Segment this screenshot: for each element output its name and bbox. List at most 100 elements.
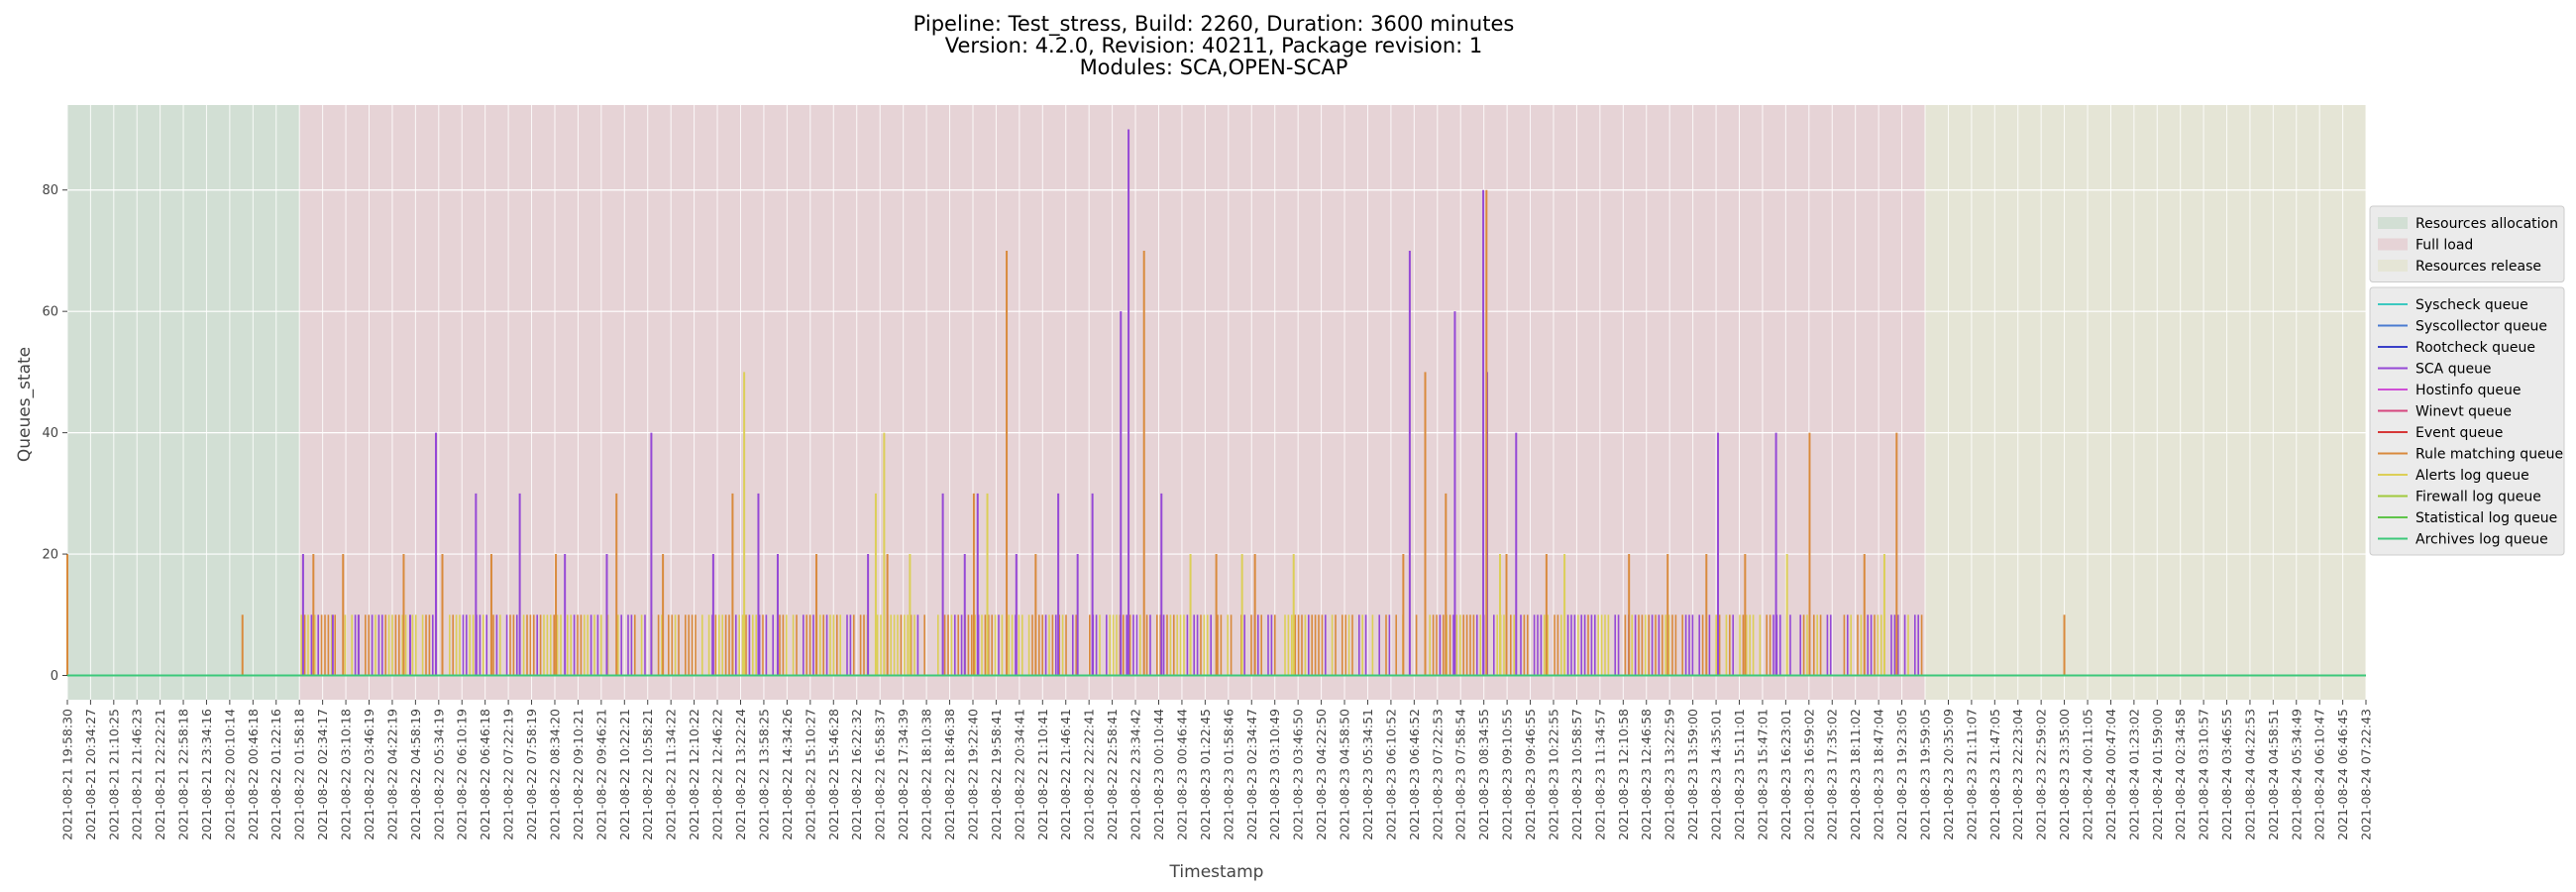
x-tick-label: 2021-08-23 15:47:01 bbox=[1755, 709, 1770, 840]
legend-swatch bbox=[2378, 217, 2408, 229]
y-tick-label: 40 bbox=[42, 426, 58, 441]
x-tick-label: 2021-08-21 21:10:25 bbox=[106, 709, 121, 840]
x-tick-label: 2021-08-21 23:34:16 bbox=[199, 709, 214, 840]
x-tick-label: 2021-08-24 00:47:04 bbox=[2103, 709, 2118, 840]
x-tick-label: 2021-08-22 10:22:21 bbox=[617, 709, 632, 840]
legend-series-label: Rootcheck queue bbox=[2415, 340, 2535, 356]
x-tick-label: 2021-08-23 18:11:02 bbox=[1848, 709, 1863, 840]
legend-series-label: Syscollector queue bbox=[2415, 319, 2547, 335]
x-tick-label: 2021-08-23 09:10:55 bbox=[1500, 709, 1515, 840]
x-tick-label: 2021-08-22 11:34:22 bbox=[664, 709, 679, 840]
x-tick-label: 2021-08-22 18:10:38 bbox=[919, 709, 934, 840]
x-axis-label: Timestamp bbox=[1169, 862, 1264, 882]
x-tick-label: 2021-08-22 01:58:18 bbox=[292, 709, 307, 840]
x-tick-label: 2021-08-23 10:58:57 bbox=[1569, 709, 1584, 840]
x-tick-label: 2021-08-22 01:22:16 bbox=[268, 709, 283, 840]
x-tick-label: 2021-08-22 04:58:19 bbox=[408, 709, 423, 840]
legend-phases: Resources allocation Full load Resources r… bbox=[2369, 205, 2565, 282]
x-tick-label: 2021-08-22 12:46:22 bbox=[710, 709, 725, 840]
x-tick-label: 2021-08-22 16:58:37 bbox=[873, 709, 888, 840]
x-tick-label: 2021-08-22 21:46:41 bbox=[1058, 709, 1073, 840]
x-tick-label: 2021-08-23 06:46:52 bbox=[1407, 709, 1422, 840]
x-tick-label: 2021-08-23 00:46:44 bbox=[1174, 709, 1189, 840]
x-tick-label: 2021-08-22 23:34:42 bbox=[1128, 709, 1143, 840]
x-tick-label: 2021-08-22 06:46:18 bbox=[478, 709, 492, 840]
x-tick-label: 2021-08-24 05:34:49 bbox=[2289, 709, 2304, 840]
chart-title-line-2: Version: 4.2.0, Revision: 40211, Package… bbox=[945, 34, 1483, 57]
x-tick-label: 2021-08-21 22:22:21 bbox=[153, 709, 167, 840]
x-tick-label: 2021-08-22 03:46:19 bbox=[362, 709, 376, 840]
x-tick-label: 2021-08-23 14:35:01 bbox=[1709, 709, 1724, 840]
series-spikes bbox=[66, 129, 2066, 676]
x-tick-label: 2021-08-22 19:58:41 bbox=[989, 709, 1004, 840]
x-tick-label: 2021-08-23 16:23:01 bbox=[1778, 709, 1793, 840]
y-axis-label: Queues_state bbox=[15, 347, 35, 462]
legend-swatch bbox=[2378, 260, 2408, 272]
x-tick-label: 2021-08-24 04:22:53 bbox=[2242, 709, 2257, 840]
legend-phase-label: Resources release bbox=[2415, 259, 2541, 275]
y-axis: 0 20 40 60 80 bbox=[42, 183, 67, 684]
x-tick-label: 2021-08-23 21:11:07 bbox=[1964, 709, 1979, 840]
x-tick-label: 2021-08-22 00:10:14 bbox=[222, 709, 237, 840]
legend-series-label: SCA queue bbox=[2415, 362, 2492, 378]
x-tick-label: 2021-08-23 22:23:04 bbox=[2010, 709, 2025, 840]
x-tick-label: 2021-08-22 05:34:19 bbox=[431, 709, 446, 840]
legend-swatch bbox=[2378, 238, 2408, 251]
phase-backgrounds bbox=[67, 105, 2366, 700]
x-tick-label: 2021-08-22 07:22:19 bbox=[501, 709, 516, 840]
x-tick-label: 2021-08-22 02:34:17 bbox=[315, 709, 330, 840]
x-tick-label: 2021-08-22 13:22:24 bbox=[733, 709, 748, 840]
x-tick-label: 2021-08-22 04:22:19 bbox=[384, 709, 399, 840]
x-tick-label: 2021-08-23 13:59:00 bbox=[1685, 709, 1700, 840]
x-tick-label: 2021-08-23 09:46:55 bbox=[1523, 709, 1538, 840]
legend-series-label: Rule matching queue bbox=[2415, 447, 2563, 463]
x-tick-label: 2021-08-24 07:22:43 bbox=[2359, 709, 2374, 840]
x-tick-label: 2021-08-21 22:58:18 bbox=[176, 709, 191, 840]
legend-series-label: Statistical log queue bbox=[2415, 510, 2557, 526]
x-axis: 2021-08-21 19:58:30 2021-08-21 20:34:27 20… bbox=[60, 700, 2374, 840]
x-tick-label: 2021-08-23 01:22:45 bbox=[1198, 709, 1213, 840]
x-tick-label: 2021-08-24 04:58:51 bbox=[2266, 709, 2281, 840]
x-tick-label: 2021-08-23 16:59:02 bbox=[1801, 709, 1816, 840]
x-tick-label: 2021-08-22 22:58:41 bbox=[1105, 709, 1120, 840]
legend-series-box bbox=[2369, 286, 2565, 556]
y-tick-label: 20 bbox=[42, 548, 58, 563]
phase-resources-release bbox=[1925, 105, 2366, 700]
x-tick-label: 2021-08-23 17:35:02 bbox=[1825, 709, 1840, 840]
grid-lines bbox=[66, 105, 2367, 700]
legend-phase-label: Full load bbox=[2415, 238, 2473, 254]
x-tick-label: 2021-08-23 04:58:50 bbox=[1338, 709, 1352, 840]
legend-series-label: Winevt queue bbox=[2415, 404, 2512, 420]
x-tick-label: 2021-08-24 02:34:58 bbox=[2173, 709, 2188, 840]
x-tick-label: 2021-08-23 07:58:54 bbox=[1453, 709, 1468, 840]
x-tick-label: 2021-08-23 04:22:50 bbox=[1314, 709, 1329, 840]
x-tick-label: 2021-08-22 12:10:22 bbox=[687, 709, 701, 840]
x-tick-label: 2021-08-22 07:58:19 bbox=[524, 709, 539, 840]
x-tick-label: 2021-08-22 09:10:21 bbox=[571, 709, 586, 840]
x-tick-label: 2021-08-24 03:46:55 bbox=[2219, 709, 2234, 840]
x-tick-label: 2021-08-23 20:35:09 bbox=[1941, 709, 1956, 840]
x-tick-label: 2021-08-22 13:58:25 bbox=[756, 709, 771, 840]
x-tick-label: 2021-08-24 01:23:02 bbox=[2126, 709, 2141, 840]
x-tick-label: 2021-08-22 08:34:20 bbox=[547, 709, 562, 840]
legend-series-label: Firewall log queue bbox=[2415, 490, 2541, 505]
legend-series-label: Event queue bbox=[2415, 425, 2503, 441]
legend-series: Syscheck queue Syscollector queue Rootchec… bbox=[2369, 286, 2565, 556]
legend-series-label: Syscheck queue bbox=[2415, 297, 2528, 313]
legend-series-label: Hostinfo queue bbox=[2415, 383, 2521, 398]
x-tick-label: 2021-08-22 14:34:26 bbox=[780, 709, 795, 840]
x-tick-label: 2021-08-22 22:22:41 bbox=[1082, 709, 1097, 840]
x-tick-label: 2021-08-23 19:23:05 bbox=[1894, 709, 1909, 840]
x-tick-label: 2021-08-24 03:10:57 bbox=[2197, 709, 2211, 840]
x-tick-label: 2021-08-23 12:46:58 bbox=[1639, 709, 1654, 840]
x-tick-label: 2021-08-22 19:22:40 bbox=[965, 709, 980, 840]
x-tick-label: 2021-08-22 03:10:18 bbox=[339, 709, 354, 840]
x-tick-label: 2021-08-24 06:46:45 bbox=[2335, 709, 2350, 840]
x-tick-label: 2021-08-22 15:46:28 bbox=[826, 709, 841, 840]
x-tick-label: 2021-08-23 15:11:01 bbox=[1732, 709, 1747, 840]
legend-phases-box bbox=[2369, 205, 2565, 282]
x-tick-label: 2021-08-23 06:10:52 bbox=[1383, 709, 1398, 840]
legend-series-label: Alerts log queue bbox=[2415, 468, 2529, 484]
x-tick-label: 2021-08-22 16:22:32 bbox=[849, 709, 864, 840]
